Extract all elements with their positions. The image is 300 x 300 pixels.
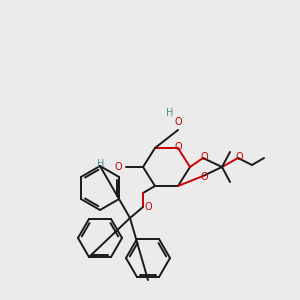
- Text: O: O: [200, 172, 208, 182]
- Text: O: O: [200, 152, 208, 162]
- Text: H: H: [97, 159, 105, 169]
- Text: H: H: [166, 108, 174, 118]
- Text: O: O: [144, 202, 152, 212]
- Text: O: O: [235, 152, 243, 162]
- Text: O: O: [174, 142, 182, 152]
- Text: O: O: [114, 162, 122, 172]
- Text: O: O: [174, 117, 182, 127]
